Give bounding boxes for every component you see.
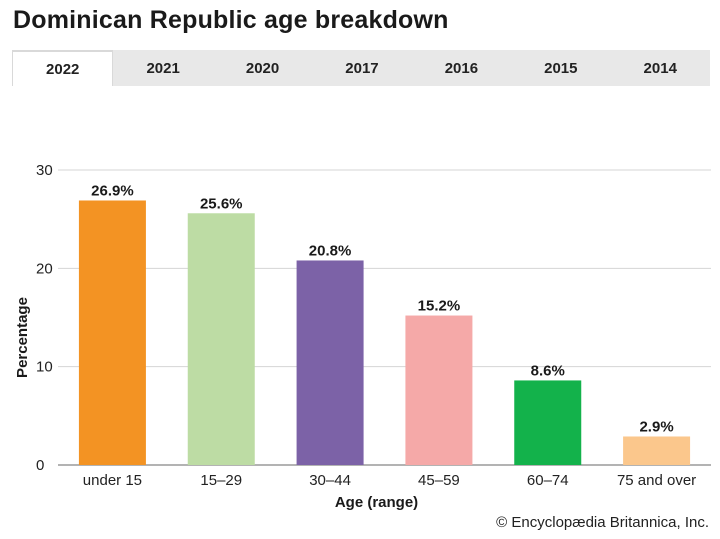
tab-2020[interactable]: 2020 [245,59,280,77]
bar [405,315,473,465]
x-tick-label: under 15 [83,472,142,489]
tab-2015[interactable]: 2015 [544,59,578,77]
bar [187,213,255,465]
data-label: 8.6% [531,362,565,379]
x-axis-label: Age (range) [335,494,418,511]
bar [296,260,364,465]
y-tick-label: 20 [36,260,53,277]
bar [623,436,691,465]
x-tick-label: 15–29 [200,472,242,489]
data-label: 20.8% [309,242,352,259]
page-title: Dominican Republic age breakdown [13,6,449,34]
x-tick-label: 60–74 [527,472,569,489]
data-label: 26.9% [91,182,134,199]
data-label: 15.2% [418,298,461,315]
y-tick-label: 10 [36,359,53,376]
year-tabs: 2022 2021 2020 2017 2016 2015 2014 [12,50,710,86]
x-tick-label: 30–44 [309,472,351,489]
tab-2017[interactable]: 2017 [345,59,379,77]
bar [78,200,146,465]
x-tick-label: 75 and over [617,472,696,489]
bar [514,380,582,465]
data-label: 2.9% [639,418,673,435]
y-tick-label: 0 [36,457,44,474]
x-tick-label: 45–59 [418,472,460,489]
tab-2014[interactable]: 2014 [643,59,677,77]
tab-2022[interactable]: 2022 [12,50,114,86]
data-label: 25.6% [200,195,243,212]
copyright-credit: © Encyclopædia Britannica, Inc. [496,514,709,531]
tab-2021[interactable]: 2021 [146,59,180,77]
y-axis-label: Percentage [14,297,31,378]
tab-2016[interactable]: 2016 [444,59,479,77]
y-tick-label: 30 [36,162,53,179]
